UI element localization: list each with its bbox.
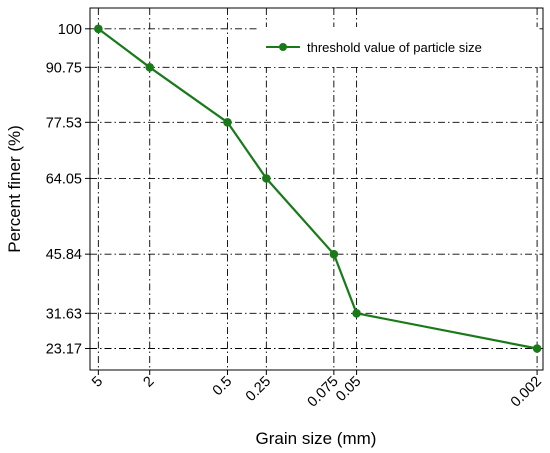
data-point: [352, 308, 361, 318]
data-point: [532, 344, 542, 353]
legend-marker-swatch: [279, 43, 287, 51]
y-tick-label: 23.17: [46, 341, 82, 357]
x-tick-label: 0.5: [210, 374, 236, 400]
x-tick-label: 5: [89, 374, 106, 391]
data-point: [262, 174, 271, 183]
y-axis-label: Percent finer (%): [5, 125, 24, 253]
y-tick-label: 31.63: [46, 306, 82, 322]
legend-box: [257, 27, 539, 67]
y-tick-label: 77.53: [46, 115, 82, 131]
y-tick-label: 45.84: [46, 247, 82, 263]
plot-frame: [89, 7, 544, 371]
data-point: [94, 24, 103, 34]
legend: threshold value of particle size: [257, 27, 539, 67]
y-tick-label: 100: [58, 22, 82, 38]
data-point: [329, 249, 339, 259]
x-tick-label: 0.05: [333, 374, 364, 405]
y-tick-label: 90.75: [46, 60, 82, 76]
legend-label: threshold value of particle size: [307, 40, 482, 55]
data-point: [145, 62, 155, 72]
series-line: [97, 27, 538, 350]
y-axis: 100 90.75 77.53 64.05 45.84 31.63 23.17: [46, 22, 90, 357]
series-threshold: [94, 24, 542, 353]
x-tick-label: 2: [141, 374, 158, 391]
y-tick-label: 64.05: [46, 171, 82, 187]
data-point: [223, 118, 232, 127]
x-tick-label: 0.002: [508, 374, 545, 411]
x-tick-label: 0.25: [243, 374, 274, 405]
x-axis-label: Grain size (mm): [256, 429, 377, 448]
